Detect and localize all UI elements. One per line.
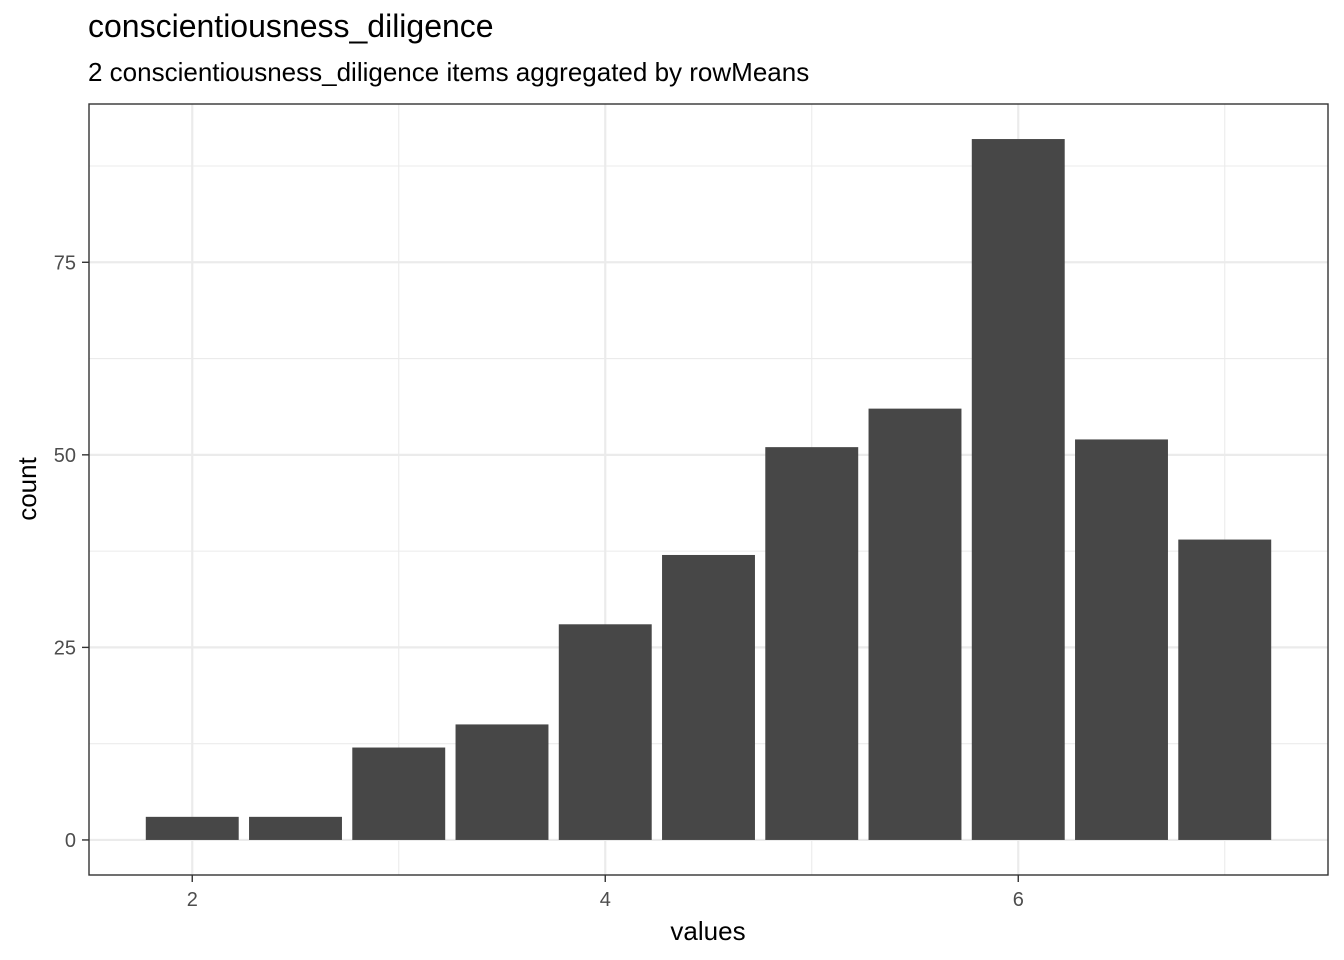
bar	[1178, 539, 1272, 840]
y-tick-label: 75	[54, 252, 76, 274]
y-tick-label: 50	[54, 445, 76, 467]
bar	[868, 408, 962, 840]
bar	[249, 816, 342, 840]
axes: 2 4 6 0 25 50 75	[54, 252, 1024, 911]
x-axis-title: values	[670, 916, 745, 946]
x-tick-label: 6	[1013, 889, 1024, 911]
chart-title: conscientiousness_diligence	[88, 8, 494, 44]
bar	[662, 554, 755, 840]
bar	[455, 724, 549, 840]
x-tick-label: 4	[600, 889, 611, 911]
bar	[1075, 439, 1168, 840]
bar	[971, 139, 1065, 840]
bar	[352, 747, 446, 840]
x-tick-label: 2	[187, 889, 198, 911]
y-tick-label: 25	[54, 637, 76, 659]
bar	[765, 447, 859, 840]
bars	[145, 139, 1272, 840]
chart-subtitle: 2 conscientiousness_diligence items aggr…	[88, 57, 810, 87]
panel-border	[88, 103, 1329, 876]
bar	[558, 624, 652, 840]
bar	[145, 816, 239, 840]
y-tick-label: 0	[65, 830, 76, 852]
y-axis-title: count	[12, 456, 42, 520]
